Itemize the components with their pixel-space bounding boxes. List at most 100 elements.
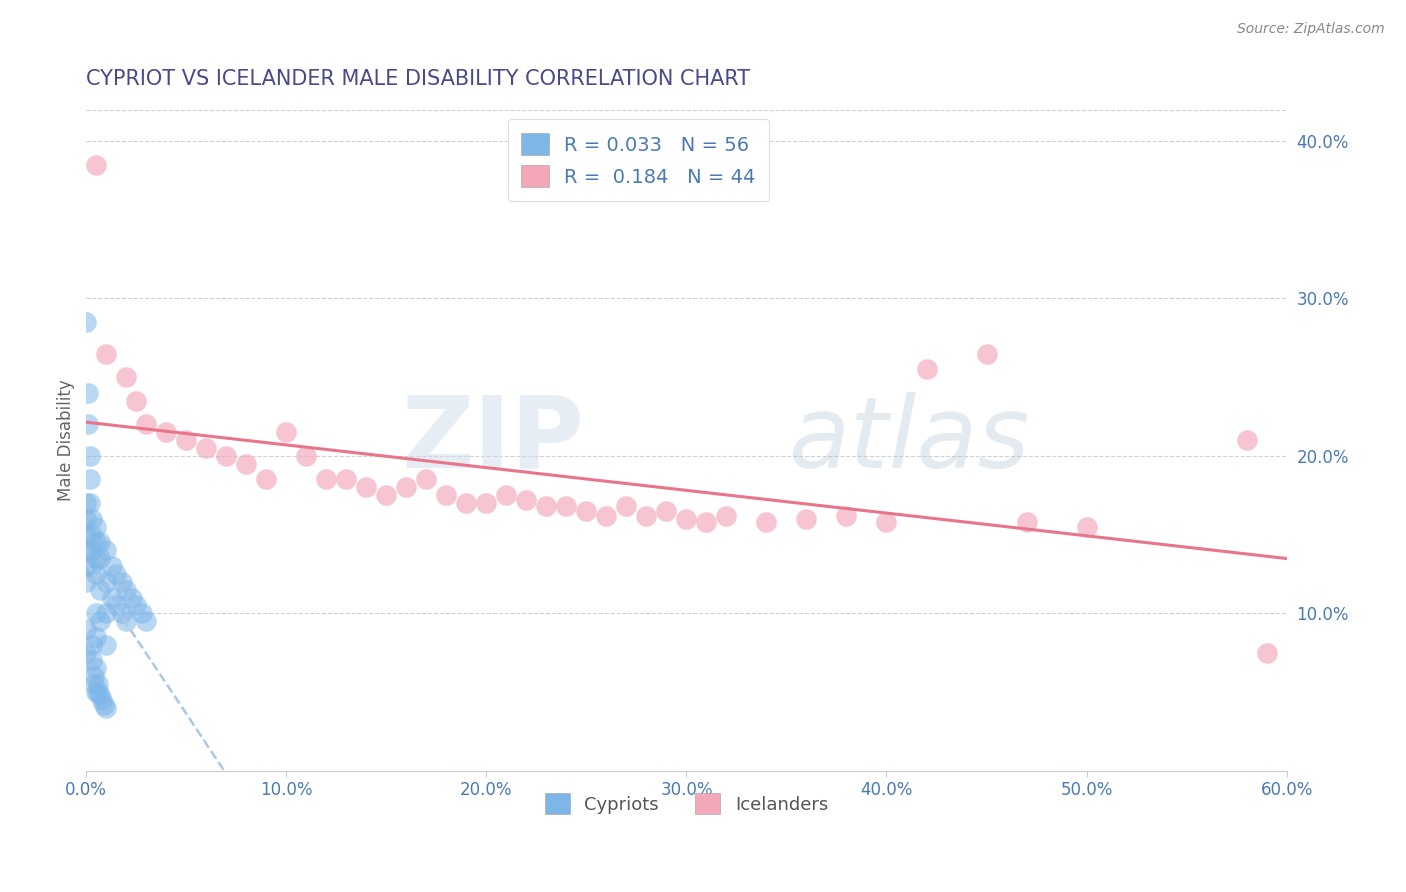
Point — [835, 508, 858, 523]
Point — [82, 543, 104, 558]
Text: ZIP: ZIP — [402, 392, 585, 489]
Point — [84, 630, 107, 644]
Point — [716, 508, 738, 523]
Point — [295, 449, 318, 463]
Point — [101, 559, 124, 574]
Point — [575, 504, 598, 518]
Point — [616, 500, 638, 514]
Point — [75, 527, 97, 541]
Point — [131, 607, 153, 621]
Point — [111, 607, 134, 621]
Point — [475, 496, 498, 510]
Point — [536, 500, 558, 514]
Text: CYPRIOT VS ICELANDER MALE DISABILITY CORRELATION CHART: CYPRIOT VS ICELANDER MALE DISABILITY COR… — [86, 69, 751, 88]
Point — [515, 492, 537, 507]
Point — [115, 370, 138, 384]
Point — [695, 515, 717, 529]
Point — [796, 512, 818, 526]
Point — [135, 614, 157, 628]
Point — [675, 512, 697, 526]
Point — [755, 515, 778, 529]
Point — [115, 614, 138, 628]
Point — [89, 551, 111, 566]
Point — [915, 362, 938, 376]
Point — [82, 559, 104, 574]
Point — [82, 638, 104, 652]
Point — [75, 543, 97, 558]
Point — [1256, 646, 1278, 660]
Point — [96, 700, 118, 714]
Point — [79, 496, 101, 510]
Point — [96, 574, 118, 589]
Point — [75, 512, 97, 526]
Point — [655, 504, 678, 518]
Point — [84, 158, 107, 172]
Point — [89, 688, 111, 702]
Point — [89, 614, 111, 628]
Y-axis label: Male Disability: Male Disability — [58, 379, 75, 501]
Point — [79, 449, 101, 463]
Point — [96, 607, 118, 621]
Point — [75, 315, 97, 329]
Point — [555, 500, 578, 514]
Point — [335, 473, 357, 487]
Point — [79, 473, 101, 487]
Point — [96, 638, 118, 652]
Legend: Cypriots, Icelanders: Cypriots, Icelanders — [537, 786, 835, 822]
Point — [495, 488, 517, 502]
Point — [96, 346, 118, 360]
Point — [195, 441, 218, 455]
Point — [82, 653, 104, 667]
Point — [84, 661, 107, 675]
Text: atlas: atlas — [789, 392, 1031, 489]
Point — [121, 591, 143, 605]
Point — [87, 677, 110, 691]
Point — [105, 566, 128, 581]
Point — [456, 496, 478, 510]
Point — [87, 685, 110, 699]
Point — [1236, 433, 1258, 447]
Point — [176, 433, 198, 447]
Point — [84, 566, 107, 581]
Point — [105, 599, 128, 613]
Point — [89, 535, 111, 549]
Point — [84, 551, 107, 566]
Point — [155, 425, 177, 440]
Point — [1015, 515, 1038, 529]
Point — [101, 591, 124, 605]
Point — [125, 393, 148, 408]
Point — [115, 582, 138, 597]
Point — [976, 346, 998, 360]
Point — [395, 480, 418, 494]
Point — [254, 473, 277, 487]
Point — [84, 535, 107, 549]
Point — [84, 685, 107, 699]
Point — [83, 669, 105, 683]
Point — [375, 488, 398, 502]
Point — [75, 622, 97, 636]
Point — [111, 574, 134, 589]
Point — [315, 473, 337, 487]
Point — [1076, 519, 1098, 533]
Point — [84, 519, 107, 533]
Point — [93, 698, 115, 712]
Point — [876, 515, 898, 529]
Point — [595, 508, 617, 523]
Point — [415, 473, 437, 487]
Point — [135, 417, 157, 432]
Point — [84, 607, 107, 621]
Point — [75, 646, 97, 660]
Point — [356, 480, 378, 494]
Point — [91, 693, 114, 707]
Point — [434, 488, 457, 502]
Point — [125, 599, 148, 613]
Point — [77, 417, 100, 432]
Point — [83, 677, 105, 691]
Point — [215, 449, 238, 463]
Point — [77, 385, 100, 400]
Point — [276, 425, 298, 440]
Point — [96, 543, 118, 558]
Point — [82, 512, 104, 526]
Point — [636, 508, 658, 523]
Point — [82, 527, 104, 541]
